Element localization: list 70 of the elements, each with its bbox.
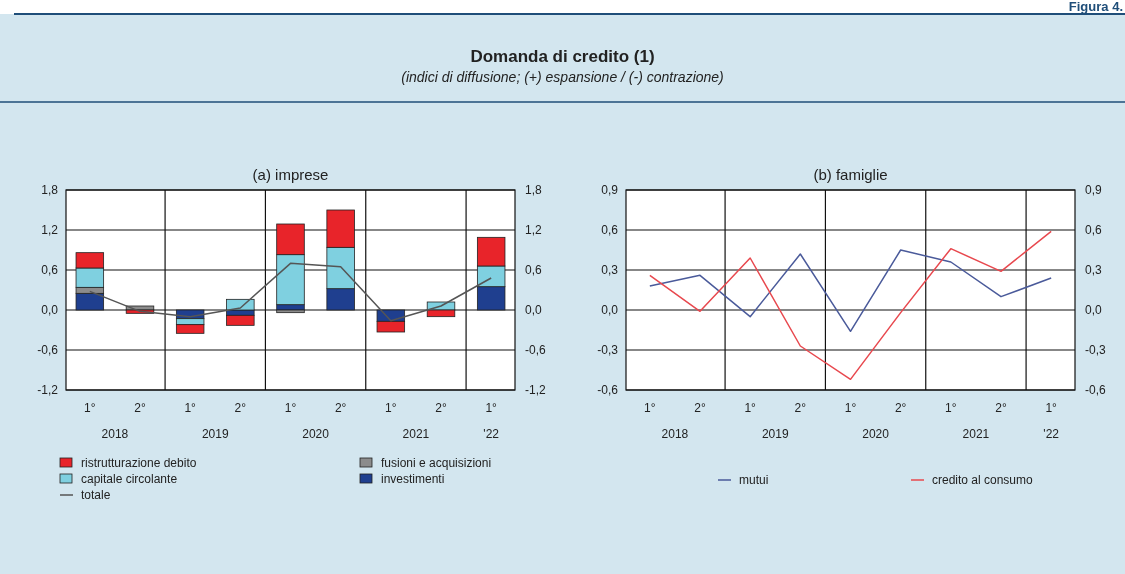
x-tick-label: 1° [844,401,857,415]
y2-tick-label: -1,2 [525,383,546,397]
y-tick-label: 0,6 [41,263,59,277]
text: '22 [483,427,500,441]
legend-label: fusioni e acquisizioni [381,456,492,470]
y2-tick-label: 0,6 [1085,223,1103,237]
bar [75,292,105,311]
y-tick-label: -1,2 [37,383,59,397]
y2-tick-label: -0,6 [1085,383,1106,397]
text: 2020 [302,427,330,441]
bar [226,314,255,326]
text: '22 [1043,427,1060,441]
text: 2019 [201,427,229,441]
y2-tick-label: 0,3 [1085,263,1103,277]
y2-tick-label: 1,2 [525,223,543,237]
x-tick-label: 1° [744,401,757,415]
y-tick-label: -0,6 [597,383,619,397]
line-series [649,249,1052,333]
bar [276,309,305,314]
y-tick-label: 0,0 [601,303,619,317]
x-tick-label: 2° [794,401,807,415]
y2-tick-label: 0,0 [525,303,543,317]
x-tick-label: 2° [435,401,447,415]
x-tick-label: 1° [485,401,498,415]
chart-title: (b) famiglie [813,166,888,183]
y2-tick-label: 0,6 [525,263,543,277]
x-tick-label: 1° [284,401,297,415]
y-tick-label: 1,2 [41,223,59,237]
y2-tick-label: 0,9 [1085,183,1103,197]
text: 2018 [101,427,129,441]
y2-tick-label: -0,6 [525,343,546,357]
y-tick-label: 0,6 [601,223,619,237]
x-tick-label: 2° [694,401,706,415]
x-tick-label: 1° [84,401,96,415]
chart-title: (a) imprese [252,166,329,183]
text: 2021 [402,427,430,441]
y-tick-label: 1,8 [41,183,59,197]
x-tick-label: 1° [945,401,957,415]
text: 2020 [862,427,890,441]
y-tick-label: -0,6 [37,343,59,357]
text: 2018 [661,427,689,441]
legend-label: totale [81,488,111,502]
x-tick-label: 2° [134,401,146,415]
text: Figura 4. [1068,0,1123,14]
text: Domanda di credito (1) [470,47,655,66]
line-series [649,230,1052,381]
x-tick-label: 2° [995,401,1007,415]
text: (indici di diffusione; (+) espansione / (-) contrazione) [401,69,724,85]
x-tick-label: 2° [894,401,907,415]
x-tick-label: 1° [184,401,197,415]
x-tick-label: 1° [1045,401,1058,415]
x-tick-label: 1° [644,401,656,415]
legend-label: mutui [739,473,769,487]
y-tick-label: 0,9 [601,183,619,197]
y2-tick-label: 0,0 [1085,303,1103,317]
legend-label: credito al consumo [932,473,1034,487]
y-tick-label: 0,3 [601,263,619,277]
y2-tick-label: 1,8 [525,183,543,197]
text: 2019 [761,427,789,441]
legend-label: ristrutturazione debito [81,456,197,470]
line-series [89,262,492,322]
x-tick-label: 2° [234,401,247,415]
text: 2021 [962,427,990,441]
legend-label: investimenti [381,472,445,486]
x-tick-label: 1° [385,401,397,415]
legend-label: capitale circolante [81,472,178,486]
y-tick-label: 0,0 [41,303,59,317]
x-tick-label: 2° [334,401,347,415]
y-tick-label: -0,3 [597,343,619,357]
y2-tick-label: -0,3 [1085,343,1106,357]
